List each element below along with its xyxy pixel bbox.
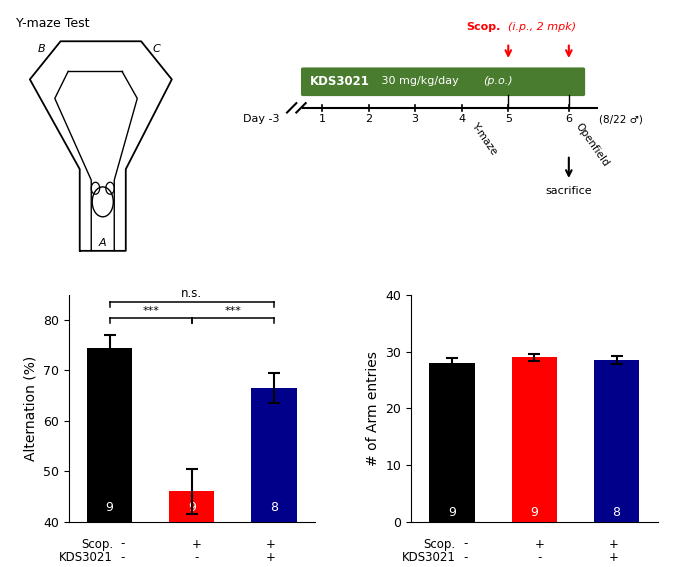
- Bar: [251, 388, 297, 567]
- Text: ***: ***: [225, 306, 241, 316]
- Text: 9: 9: [188, 501, 196, 514]
- Bar: [594, 360, 639, 522]
- Text: Y-maze: Y-maze: [469, 121, 499, 157]
- Text: ***: ***: [142, 306, 159, 316]
- Text: 9: 9: [448, 506, 456, 519]
- Text: 4: 4: [458, 115, 465, 124]
- Bar: [87, 348, 132, 567]
- Text: 8: 8: [270, 501, 278, 514]
- Text: 2: 2: [365, 115, 372, 124]
- Text: -: -: [537, 551, 541, 564]
- Text: -: -: [121, 538, 125, 551]
- Text: +: +: [192, 538, 201, 551]
- Text: Day -3: Day -3: [243, 115, 279, 124]
- Text: 6: 6: [565, 115, 573, 124]
- Text: 3: 3: [412, 115, 419, 124]
- Y-axis label: # of Arm entries: # of Arm entries: [366, 351, 380, 466]
- Y-axis label: Alternation (%): Alternation (%): [23, 356, 37, 461]
- Text: 8: 8: [612, 506, 621, 519]
- Text: Y-maze Test: Y-maze Test: [16, 17, 90, 30]
- Text: +: +: [266, 551, 275, 564]
- Text: 9: 9: [530, 506, 538, 519]
- Text: +: +: [534, 538, 544, 551]
- Bar: [512, 357, 557, 522]
- Text: B: B: [38, 44, 45, 54]
- Text: +: +: [608, 538, 618, 551]
- Text: C: C: [153, 44, 160, 54]
- Text: n.s.: n.s.: [182, 287, 202, 300]
- Text: Openfield: Openfield: [573, 121, 611, 168]
- Text: 9: 9: [105, 501, 114, 514]
- FancyBboxPatch shape: [301, 67, 585, 96]
- Text: 1: 1: [319, 115, 325, 124]
- Text: 30 mg/kg/day: 30 mg/kg/day: [378, 76, 466, 86]
- Text: -: -: [463, 538, 467, 551]
- Text: Scop.: Scop.: [423, 538, 456, 551]
- Text: KDS3021: KDS3021: [310, 75, 370, 88]
- Text: (8/22 ♂): (8/22 ♂): [599, 115, 643, 124]
- Bar: [169, 492, 214, 567]
- Text: KDS3021: KDS3021: [59, 551, 113, 564]
- Text: A: A: [99, 238, 107, 248]
- Text: +: +: [608, 551, 618, 564]
- Text: +: +: [266, 538, 275, 551]
- Bar: [429, 363, 475, 522]
- Text: (p.o.): (p.o.): [483, 76, 512, 86]
- Text: Scop.: Scop.: [81, 538, 113, 551]
- Text: (i.p., 2 mpk): (i.p., 2 mpk): [508, 22, 576, 32]
- Text: 5: 5: [505, 115, 512, 124]
- Text: -: -: [463, 551, 467, 564]
- Text: -: -: [195, 551, 199, 564]
- Text: -: -: [121, 551, 125, 564]
- Text: KDS3021: KDS3021: [401, 551, 456, 564]
- Text: Scop.: Scop.: [466, 22, 501, 32]
- Text: sacrifice: sacrifice: [545, 186, 592, 196]
